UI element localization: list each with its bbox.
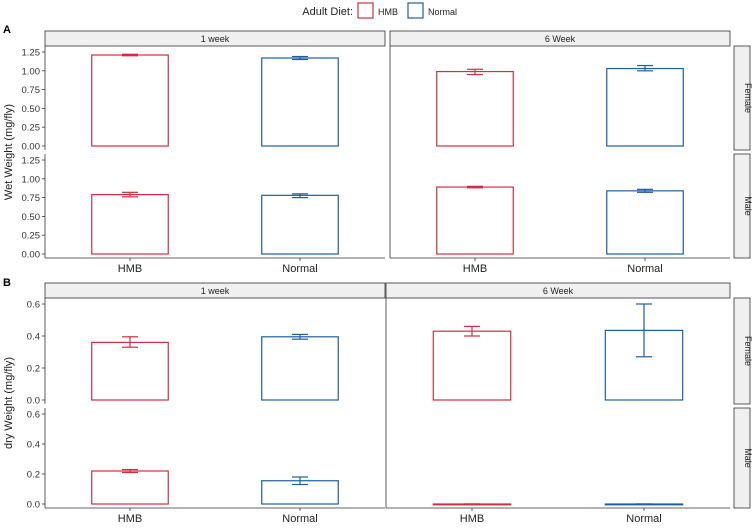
- panel-a-strip-row-label-0: Female: [743, 83, 753, 113]
- legend-label-hmb: HMB: [378, 7, 398, 17]
- panel-a-error-bar-normal: [292, 193, 308, 199]
- panel-b-strip-col-1: [385, 282, 731, 299]
- panel-b-bar-hmb: [91, 341, 169, 401]
- panel-b-strip-row-label-0: Female: [743, 336, 753, 366]
- panel-a-strip-col-label-0: 1 week: [201, 34, 230, 44]
- panel-b-strip-col-0: [44, 282, 386, 299]
- legend-key-hmb: [357, 2, 374, 19]
- panel-a-bar-normal: [606, 190, 684, 255]
- chart-panels: A Wet Weight (mg/fly) 1 week 6 Week Female Ma…: [3, 24, 753, 525]
- panel-a-strip-row-0: [733, 45, 751, 151]
- legend-title: Adult Diet:: [302, 6, 353, 18]
- panel-a-x-tick-label-normal: Normal: [627, 263, 662, 275]
- panel-a-bar-hmb: [436, 186, 514, 255]
- panel-a-strip-col-1: [389, 30, 731, 47]
- panel-a-strip-col-label-1: 6 Week: [545, 34, 576, 44]
- panel-a-y-tick-label: 0.00: [22, 250, 41, 261]
- panel-a-error-bar-normal: [292, 55, 308, 61]
- panel-b-y-tick-label: 0.4: [27, 440, 40, 451]
- panel-b-strip-col-label-1: 6 Week: [543, 286, 574, 296]
- panel-a-y-tick-label: 0.50: [22, 104, 41, 115]
- panel-b-strip-col-label-0: 1 week: [201, 286, 230, 296]
- panel-b-label: B: [3, 277, 11, 289]
- panel-a-y-tick-label: 0.25: [22, 231, 41, 242]
- panel-a-x-tick-label-hmb: HMB: [118, 263, 142, 275]
- panel-b-strip-row-0: [733, 297, 751, 405]
- panel-b-y-tick-label: 0.0: [27, 500, 40, 511]
- panel-a-error-bar-normal: [637, 188, 653, 193]
- panel-b-y-tick-label: 0.6: [27, 300, 40, 311]
- panel-a-y-tick-label: 1.00: [22, 174, 41, 185]
- panel-a-strip-col-0: [44, 30, 386, 47]
- panel-b-x-tick-label-normal: Normal: [282, 513, 317, 525]
- legend: Adult Diet: HMB Normal: [302, 2, 457, 19]
- panel-b-y-tick-label: 0.4: [27, 332, 40, 343]
- panel-b-bar-hmb: [91, 470, 169, 505]
- panel-a-y-tick-label: 1.25: [22, 156, 41, 167]
- panel-b-strip-row-label-1: Male: [743, 448, 753, 468]
- panel-a-bar-hmb: [91, 54, 169, 147]
- panel-a-label: A: [3, 24, 11, 36]
- panel-a-error-bar-hmb: [122, 53, 138, 57]
- panel-a-y-tick-label: 0.75: [22, 85, 41, 96]
- panel-b-bar-normal: [261, 336, 339, 401]
- panel-a-bar-normal: [261, 57, 339, 147]
- panel-b-x-tick-label-hmb: HMB: [118, 513, 142, 525]
- panel-b-error-bar-normal: [292, 333, 308, 340]
- panel-a: A Wet Weight (mg/fly) 1 week 6 Week Female Ma…: [3, 24, 753, 275]
- panel-a-x-tick-label-normal: Normal: [282, 263, 317, 275]
- panel-a-bar-hmb: [91, 193, 169, 255]
- panel-b-y-axis-title: dry Weight (mg/fly): [3, 357, 15, 449]
- panel-a-x-tick-label-hmb: HMB: [463, 263, 487, 275]
- panel-b-error-bar-normal: [636, 303, 652, 358]
- legend-key-normal: [407, 2, 424, 19]
- panel-b-y-tick-label: 0.2: [27, 470, 40, 481]
- panel-a-error-bar-hmb: [467, 68, 483, 76]
- panel-b-error-bar-normal: [292, 476, 308, 486]
- panel-a-y-tick-label: 1.00: [22, 66, 41, 77]
- panel-a-error-bar-hmb: [467, 185, 483, 189]
- panel-a-strip-row-1: [733, 153, 751, 259]
- panel-a-y-tick-label: 0.75: [22, 193, 41, 204]
- panel-a-error-bar-hmb: [122, 191, 138, 198]
- panel-b-error-bar-hmb: [122, 336, 138, 348]
- panel-a-bar-normal: [606, 67, 684, 147]
- panel-a-y-tick-label: 1.25: [22, 48, 41, 59]
- panel-b-error-bar-hmb: [464, 325, 480, 337]
- panel-a-error-bar-normal: [637, 64, 653, 72]
- panel-b-y-tick-label: 0.6: [27, 410, 40, 421]
- panel-a-bar-normal: [261, 194, 339, 255]
- panel-b-x-tick-label-normal: Normal: [626, 513, 661, 525]
- panel-a-strip-row-label-1: Male: [743, 196, 753, 216]
- panel-a-y-tick-label: 0.50: [22, 212, 41, 223]
- panel-a-y-tick-label: 0.00: [22, 142, 41, 153]
- panel-b-y-tick-label: 0.0: [27, 396, 40, 407]
- legend-label-normal: Normal: [428, 7, 457, 17]
- panel-b-bar-hmb: [432, 330, 512, 401]
- panel-a-y-tick-label: 0.25: [22, 123, 41, 134]
- panel-b-strip-row-1: [733, 407, 751, 509]
- panel-a-bar-hmb: [436, 70, 514, 147]
- panel-b-error-bar-hmb: [122, 468, 138, 474]
- panel-b-y-tick-label: 0.2: [27, 364, 40, 375]
- panel-b-x-tick-label-hmb: HMB: [460, 513, 484, 525]
- panel-a-y-axis-title: Wet Weight (mg/fly): [3, 104, 15, 200]
